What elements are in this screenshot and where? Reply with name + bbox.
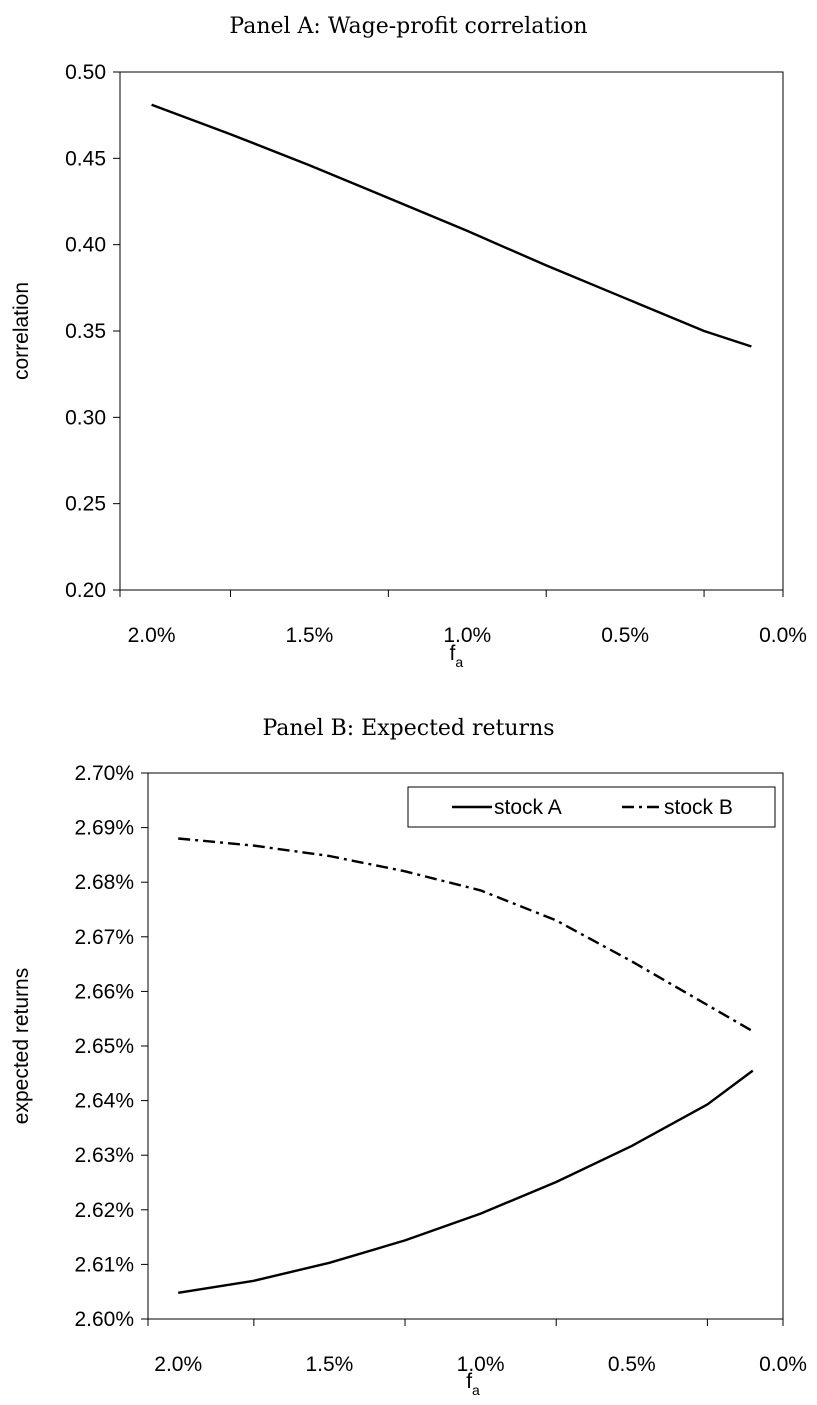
panel-a-y-tick-label: 0.25 — [65, 493, 106, 516]
panel-a-x-axis-title-main: f — [450, 642, 456, 665]
panel-a-x-tick-label: 2.0% — [128, 624, 176, 647]
panel-b-y-tick-label: 2.69% — [74, 817, 134, 840]
panel-a-x-axis-title-subscript: a — [455, 654, 463, 670]
panel-b-y-tick-label: 2.60% — [74, 1308, 134, 1331]
panel-b-x-axis-title: fa — [466, 1370, 480, 1398]
panel-b-series-line-1 — [178, 1069, 754, 1294]
panel-b-y-tick-label: 2.67% — [74, 926, 134, 949]
panel-b-legend-label-1: stock A — [494, 796, 562, 819]
panel-b-x-tick-label: 0.0% — [759, 1353, 807, 1376]
panel-a-x-tick-label: 0.0% — [759, 624, 807, 647]
panel-b-x-tick-label: 1.0% — [457, 1353, 505, 1376]
panel-b-x-tick-label: 2.0% — [154, 1353, 202, 1376]
panel-b-y-tick-label: 2.63% — [74, 1144, 134, 1167]
panel-b-x-axis-title-main: f — [466, 1370, 472, 1393]
panel-b-x-axis-title-subscript: a — [472, 1382, 480, 1398]
panel-b-y-tick-label: 2.70% — [74, 762, 134, 785]
panel-a-x-tick-label: 0.5% — [601, 624, 649, 647]
panel-b-y-tick-label: 2.68% — [74, 871, 134, 894]
panel-b-y-tick-label: 2.62% — [74, 1199, 134, 1222]
panel-b-y-tick-label: 2.61% — [74, 1253, 134, 1276]
panel-b-plot-frame — [147, 772, 784, 1320]
panel-a-y-tick-label: 0.50 — [65, 61, 106, 84]
panel-a-y-axis-title: correlation — [10, 282, 33, 380]
panel-a-y-tick-label: 0.30 — [65, 406, 106, 429]
panel-b-x-tick-label: 1.5% — [305, 1353, 353, 1376]
panel-a-x-tick-label: 1.5% — [285, 624, 333, 647]
panel-b-y-tick-label: 2.64% — [74, 1090, 134, 1113]
panel-a-y-tick-label: 0.40 — [65, 234, 106, 257]
panel-b-y-tick-label: 2.65% — [74, 1035, 134, 1058]
panel-b-title: Panel B: Expected returns — [262, 716, 555, 741]
panel-b-y-axis-title: expected returns — [10, 968, 33, 1124]
panel-b-legend-label-2: stock B — [664, 796, 733, 819]
panel-a-plot-frame — [119, 71, 784, 591]
panel-b-x-tick-label: 0.5% — [608, 1353, 656, 1376]
panel-b-series-line-2 — [178, 837, 754, 1033]
panel-a-y-tick-label: 0.45 — [65, 147, 106, 170]
panel-b-y-tick-label: 2.66% — [74, 980, 134, 1003]
panel-a-y-tick-label: 0.35 — [65, 320, 106, 343]
panel-a-x-tick-label: 1.0% — [443, 624, 491, 647]
panel-a-x-axis-title: fa — [450, 642, 464, 670]
panel-a-y-tick-label: 0.20 — [65, 579, 106, 602]
panel-a-title: Panel A: Wage-profit correlation — [229, 14, 588, 39]
panel-a-series-line-1 — [151, 103, 752, 348]
